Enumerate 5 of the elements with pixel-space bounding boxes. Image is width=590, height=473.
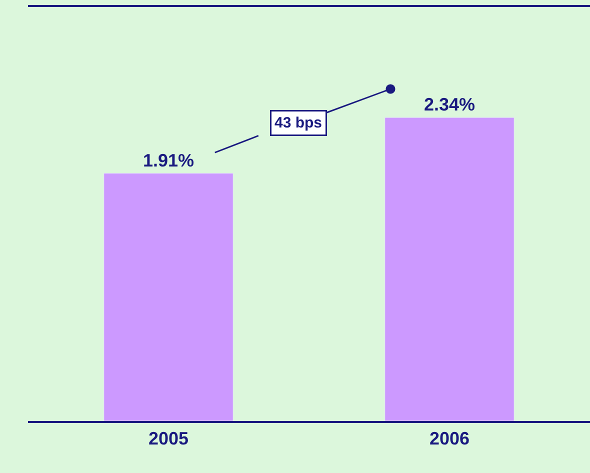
- x-tick-label: 2006: [429, 428, 470, 449]
- x-tick-label: 2005: [148, 428, 189, 449]
- data-label: 1.91%: [142, 150, 194, 170]
- annotation: 43 bps: [274, 114, 322, 132]
- data-label: 2.34%: [424, 94, 476, 115]
